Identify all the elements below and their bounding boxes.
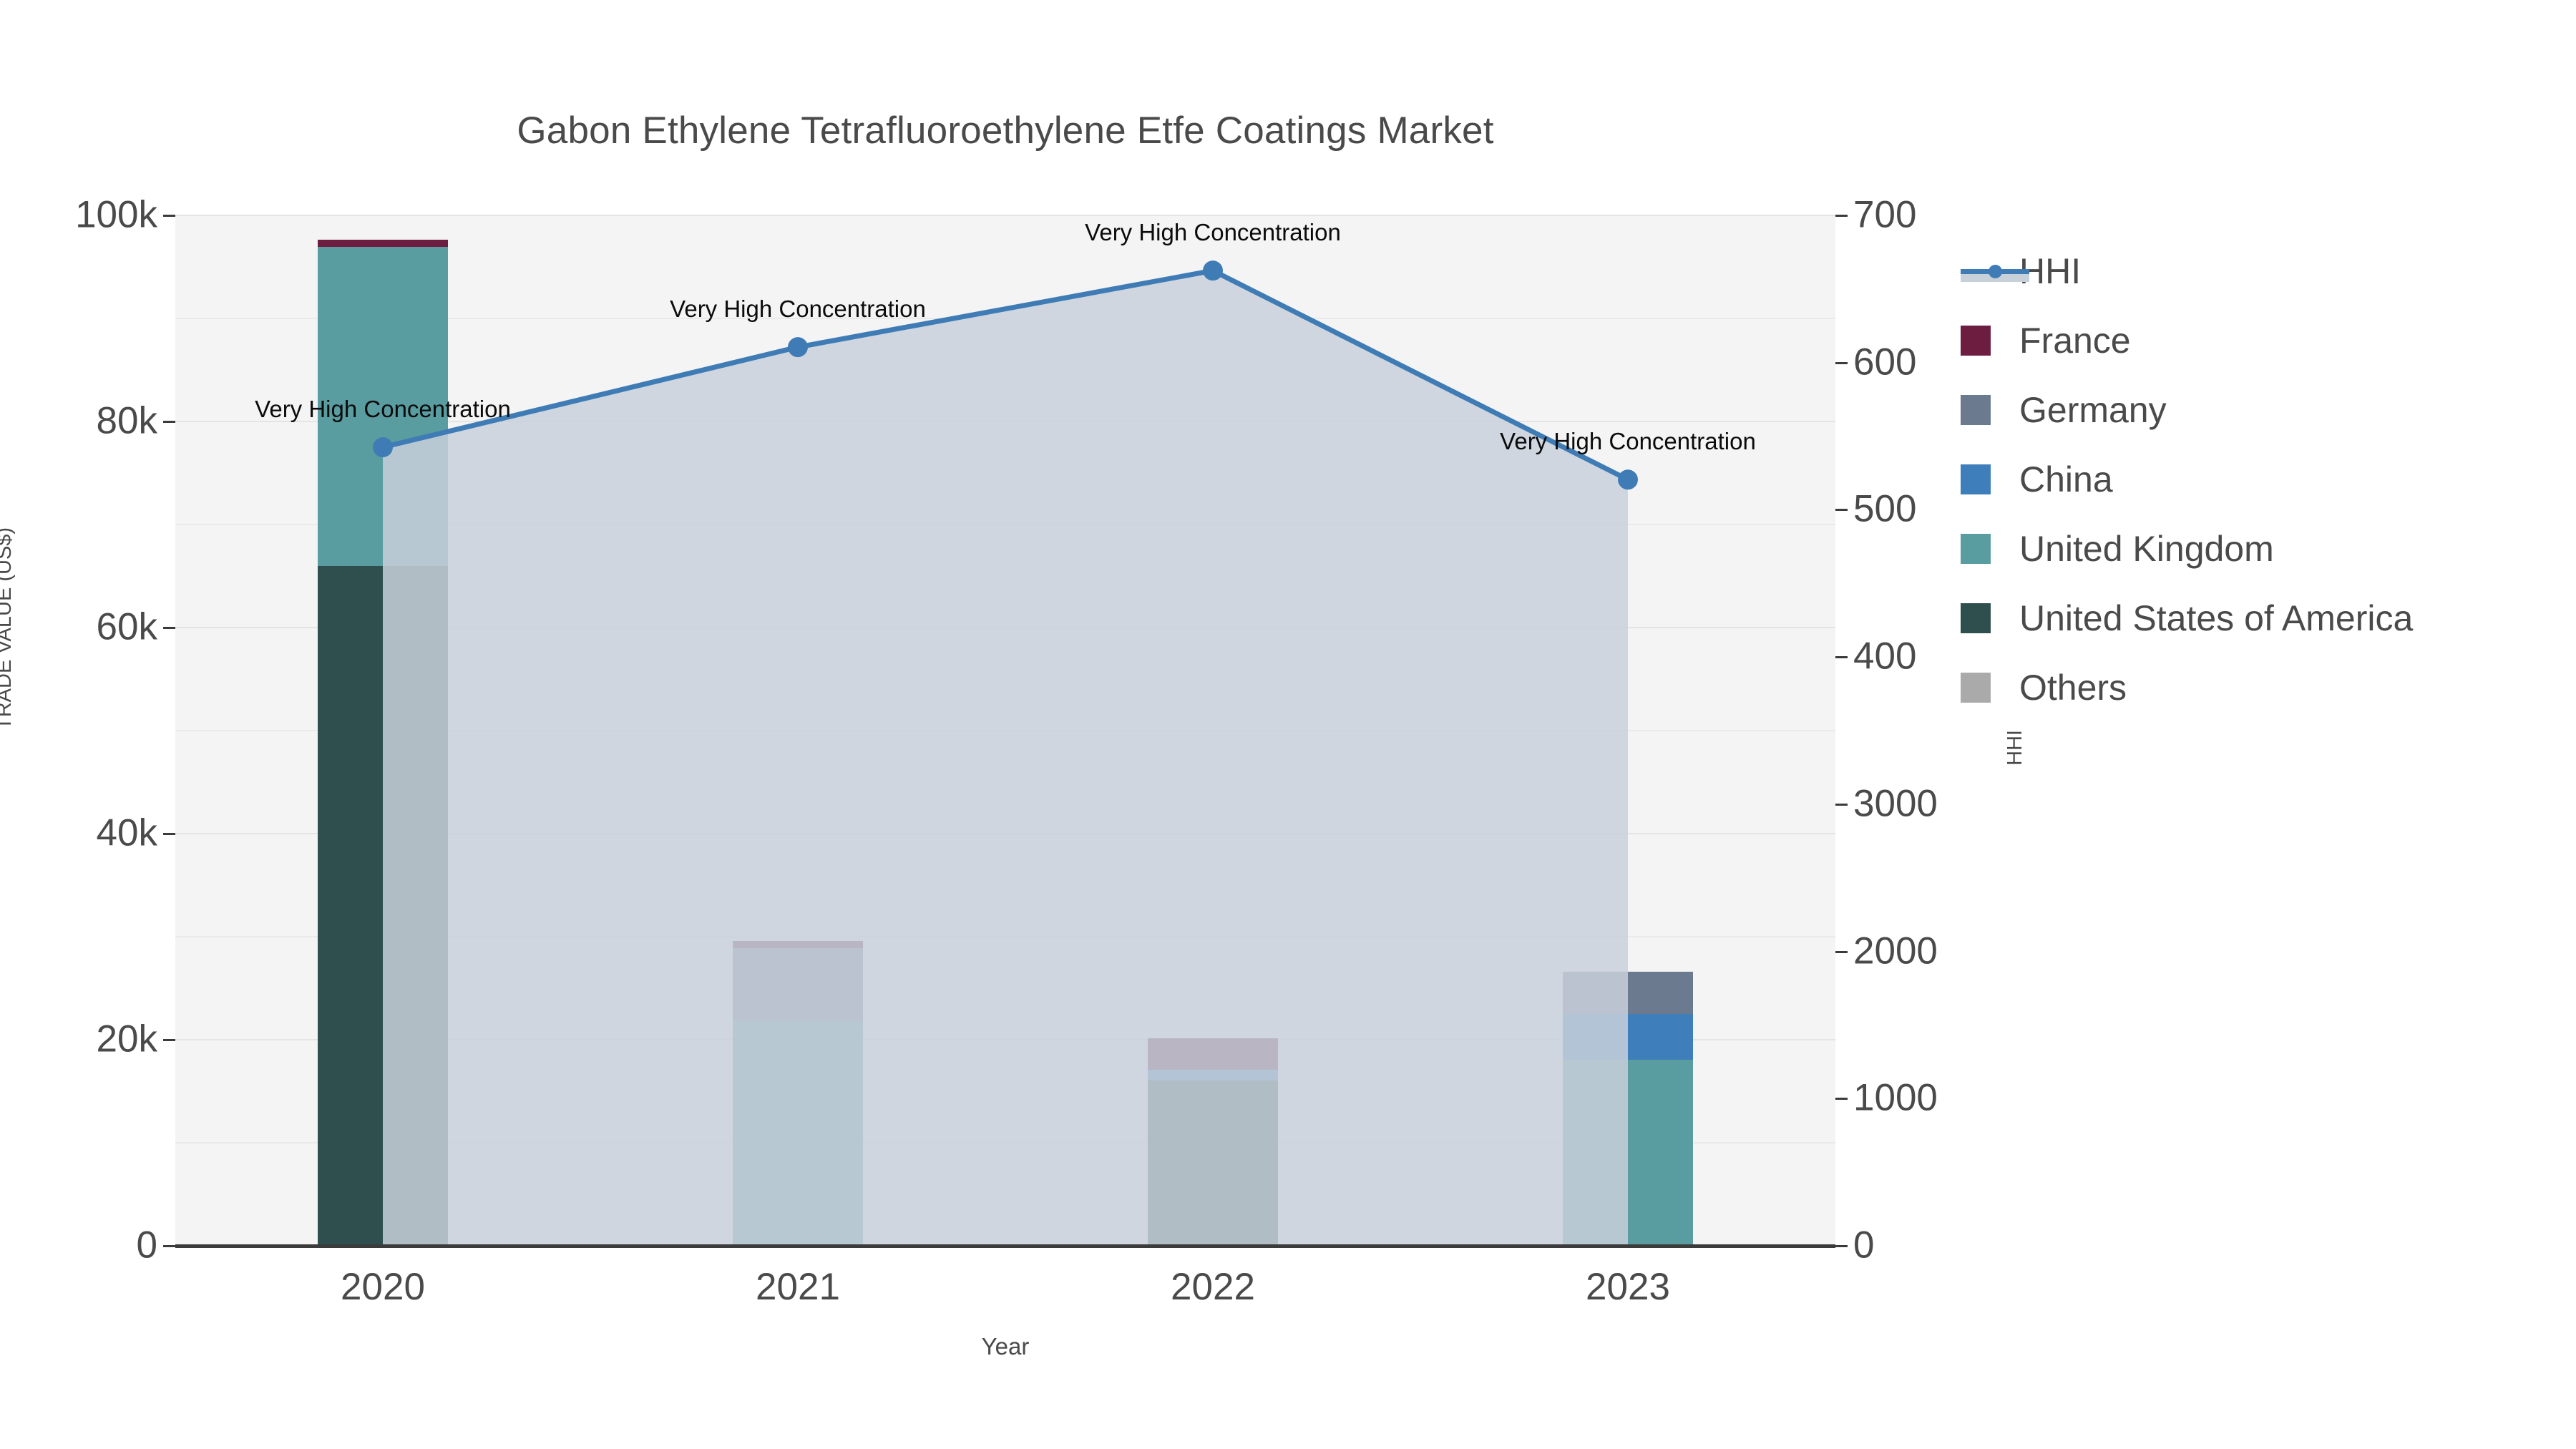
legend-color-swatch-icon xyxy=(1961,672,1991,703)
x-tick-label-2022: 2022 xyxy=(1171,1266,1255,1308)
y-tick-label-right: 400 xyxy=(1853,635,1917,678)
hhi-marker-2020[interactable] xyxy=(373,437,393,458)
legend-color-swatch-icon xyxy=(1961,602,1991,633)
y-tick-label-left: 20k xyxy=(96,1018,157,1060)
legend-item-united-states-of-america[interactable]: United States of America xyxy=(1961,583,2555,653)
legend-color-swatch-icon xyxy=(1961,325,1991,356)
y-tick-mark-right xyxy=(1835,361,1848,364)
y-tick-mark-left xyxy=(163,1039,175,1041)
y-tick-label-left: 40k xyxy=(96,811,157,854)
hhi-annotation-2023: Very High Concentration xyxy=(1500,428,1756,455)
hhi-annotation-2022: Very High Concentration xyxy=(1085,219,1341,246)
hhi-annotation-2020: Very High Concentration xyxy=(255,396,511,423)
legend-item-france[interactable]: France xyxy=(1961,306,2555,375)
legend-label: HHI xyxy=(2019,250,2082,291)
y-tick-mark-left xyxy=(163,215,175,217)
y-tick-label-left: 60k xyxy=(96,605,157,648)
y-tick-label-right: 2000 xyxy=(1853,930,1938,972)
hhi-annotation-2021: Very High Concentration xyxy=(670,296,926,323)
chart-legend: HHI France Germany China United Kingdom Unite… xyxy=(1961,236,2555,722)
hhi-line xyxy=(382,268,1629,482)
legend-label: Others xyxy=(2019,667,2127,708)
x-tick-label-2020: 2020 xyxy=(341,1266,425,1308)
legend-color-swatch-icon xyxy=(1961,394,1991,425)
y-tick-label-right: 600 xyxy=(1853,341,1917,384)
y-tick-mark-right xyxy=(1835,803,1848,806)
y-tick-mark-left xyxy=(163,833,175,835)
y-tick-label-right: 700 xyxy=(1853,193,1917,236)
x-axis-title: Year xyxy=(981,1333,1030,1360)
y-tick-mark-right xyxy=(1835,1098,1848,1101)
y-tick-mark-left xyxy=(163,421,175,423)
x-tick-label-2021: 2021 xyxy=(756,1266,840,1308)
legend-item-others[interactable]: Others xyxy=(1961,653,2555,722)
y-tick-mark-left xyxy=(163,1245,175,1247)
bar-segment[interactable] xyxy=(318,239,448,247)
chart-title-line-1: Gabon Ethylene Tetrafluoroethylene Etfe … xyxy=(517,109,1494,152)
y-tick-label-left: 80k xyxy=(96,399,157,442)
y-tick-mark-right xyxy=(1835,1245,1848,1247)
legend-line-swatch-icon xyxy=(1961,256,2029,286)
y-tick-mark-right xyxy=(1835,950,1848,953)
legend-label: France xyxy=(2019,320,2131,361)
hhi-marker-2021[interactable] xyxy=(788,337,808,358)
plot-area xyxy=(175,215,1835,1246)
hhi-marker-2023[interactable] xyxy=(1618,469,1638,490)
legend-label: Germany xyxy=(2019,389,2167,430)
legend-item-germany[interactable]: Germany xyxy=(1961,375,2555,444)
y-tick-label-left: 100k xyxy=(75,193,157,236)
hhi-markers xyxy=(373,260,1638,490)
legend-item-hhi[interactable]: HHI xyxy=(1961,236,2555,306)
hhi-line-layer xyxy=(373,260,1638,1246)
legend-label: China xyxy=(2019,459,2113,499)
y-tick-mark-left xyxy=(163,627,175,629)
y-tick-label-right: 500 xyxy=(1853,487,1917,530)
y-tick-label-right: 1000 xyxy=(1853,1076,1938,1119)
y-axis-right-title: HHI xyxy=(2004,730,2026,766)
x-tick-label-2023: 2023 xyxy=(1586,1266,1670,1308)
y-axis-left-title: TRADE VALUE (US$) xyxy=(0,527,16,730)
y-tick-mark-right xyxy=(1835,509,1848,512)
legend-color-swatch-icon xyxy=(1961,533,1991,564)
legend-label: United Kingdom xyxy=(2019,528,2274,569)
y-tick-mark-right xyxy=(1835,656,1848,659)
y-tick-mark-right xyxy=(1835,215,1848,217)
y-tick-label-right: 0 xyxy=(1853,1224,1875,1267)
legend-item-united-kingdom[interactable]: United Kingdom xyxy=(1961,514,2555,583)
gridline xyxy=(175,215,1835,216)
legend-label: United States of America xyxy=(2019,597,2414,638)
hhi-area-fill xyxy=(383,270,1628,1246)
y-tick-label-right: 3000 xyxy=(1853,782,1938,825)
hhi-marker-2022[interactable] xyxy=(1203,260,1223,281)
y-tick-label-left: 0 xyxy=(136,1224,157,1267)
x-axis-spine xyxy=(175,1244,1835,1248)
legend-color-swatch-icon xyxy=(1961,464,1991,494)
legend-item-china[interactable]: China xyxy=(1961,444,2555,514)
